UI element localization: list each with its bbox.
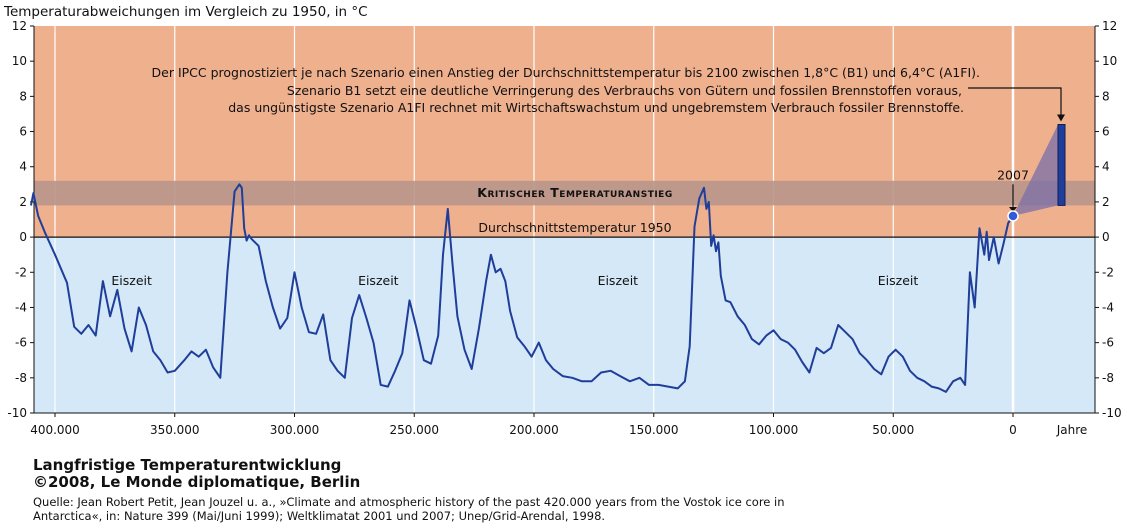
y-tick-label-right: 6: [1102, 125, 1110, 139]
x-axis-label: Jahre: [1056, 423, 1088, 437]
y-tick-label-left: -8: [15, 371, 27, 385]
y-tick-label-left: -6: [15, 336, 27, 350]
y-tick-label-left: 10: [12, 54, 27, 68]
temperature-chart: Kritischer Temperaturanstieg Durchschnitt…: [7, 19, 1122, 437]
marker-2007-label: 2007: [997, 167, 1029, 182]
eiszeit-label: Eiszeit: [598, 273, 639, 288]
x-tick-label: 250.000: [389, 423, 439, 437]
marker-2007-dot: [1007, 210, 1019, 222]
x-tick-label: 50.000: [872, 423, 914, 437]
y-tick-label-left: -2: [15, 265, 27, 279]
y-tick-label-left: 2: [19, 195, 27, 209]
eiszeit-label: Eiszeit: [111, 273, 152, 288]
y-tick-label-right: 2: [1102, 195, 1110, 209]
marker-2007-arrowhead: [1009, 206, 1017, 212]
x-tick-label: 350.000: [150, 423, 200, 437]
cold-region: [34, 237, 1095, 413]
chart-credit: ©2008, Le Monde diplomatique, Berlin: [33, 473, 361, 491]
y-tick-label-right: -4: [1102, 300, 1114, 314]
eiszeit-label: Eiszeit: [878, 273, 919, 288]
critical-band: [34, 180, 1095, 206]
y-tick-label-left: 6: [19, 125, 27, 139]
y-tick-label-left: 12: [12, 19, 27, 33]
y-tick-label-right: 4: [1102, 160, 1110, 174]
x-tick-label: 100.000: [749, 423, 799, 437]
source-line-1: Quelle: Jean Robert Petit, Jean Jouzel u…: [33, 495, 785, 509]
y-axis-title: Temperaturabweichungen im Vergleich zu 1…: [4, 4, 368, 20]
y-tick-label-right: 12: [1102, 19, 1117, 33]
projection-wedge: [1013, 124, 1058, 216]
x-tick-label: 200.000: [509, 423, 559, 437]
critical-band-label: Kritischer Temperaturanstieg: [477, 185, 672, 200]
annotation-arrowhead: [1057, 114, 1065, 122]
temperature-line: [30, 183, 1014, 393]
y-tick-label-left: -4: [15, 300, 27, 314]
annotation-line-2: Szenario B1 setzt eine deutliche Verring…: [287, 83, 962, 98]
y-tick-label-right: -10: [1102, 406, 1122, 420]
y-tick-label-right: -2: [1102, 265, 1114, 279]
y-tick-label-left: 8: [19, 89, 27, 103]
annotation-line-3: das ungünstigste Szenario A1FI rechnet m…: [228, 100, 964, 115]
y-tick-label-right: 0: [1102, 230, 1110, 244]
projection-bar: [1057, 124, 1066, 206]
x-tick-label: 150.000: [629, 423, 679, 437]
y-tick-label-right: -8: [1102, 371, 1114, 385]
y-tick-label-right: 10: [1102, 54, 1117, 68]
x-tick-label: 0: [1009, 423, 1017, 437]
y-tick-label-left: -10: [7, 406, 27, 420]
y-tick-label-right: -6: [1102, 336, 1114, 350]
annotation-pointer: [968, 87, 1062, 117]
source-line-2: Antarctica«, in: Nature 399 (Mai/Juni 19…: [33, 509, 606, 523]
y-tick-label-left: 0: [19, 230, 27, 244]
y-tick-label-right: 8: [1102, 89, 1110, 103]
annotation-line-1: Der IPCC prognostiziert je nach Szenario…: [152, 65, 980, 80]
chart-title: Langfristige Temperaturentwicklung: [33, 456, 342, 474]
x-tick-label: 400.000: [30, 423, 80, 437]
baseline-label: Durchschnittstemperatur 1950: [478, 220, 671, 235]
x-tick-label: 300.000: [270, 423, 320, 437]
eiszeit-label: Eiszeit: [358, 273, 399, 288]
y-tick-label-left: 4: [19, 160, 27, 174]
